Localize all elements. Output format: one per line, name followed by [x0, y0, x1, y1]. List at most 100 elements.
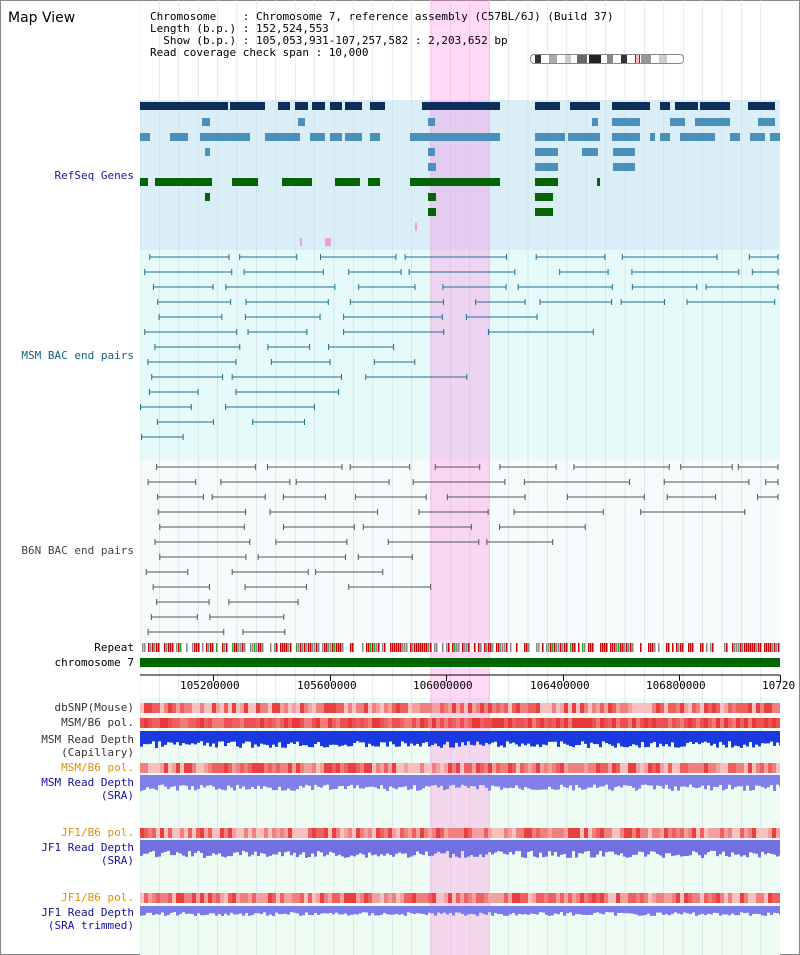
msm-depth-sra-bar	[650, 775, 653, 786]
jf1-depth-trim-bar	[368, 906, 371, 916]
repeat-block	[718, 643, 720, 652]
repeat-block	[202, 643, 204, 652]
dbsnp-cell	[628, 703, 632, 713]
axis-tick-4	[679, 675, 680, 681]
dbsnp-cell	[648, 703, 652, 713]
track-label-b6n-bac[interactable]: B6N BAC end pairs	[21, 544, 134, 557]
track-label-msm-pol-1[interactable]: MSM/B6 pol.	[61, 716, 134, 729]
track-label-repeat[interactable]: Repeat	[94, 641, 134, 654]
msm-depth-sra-bar	[509, 775, 512, 788]
msm-pol2-cell	[756, 763, 760, 773]
repeat-block	[310, 643, 312, 652]
jf1-depth-trim-bar	[755, 906, 758, 914]
msm-depth-cap-bar	[596, 731, 599, 745]
track-label-chromosome[interactable]: chromosome 7	[54, 656, 134, 669]
msm-depth-sra-bar	[773, 775, 776, 791]
jf1-depth-trim-bar	[776, 906, 779, 914]
jf1-depth-bar	[743, 840, 746, 856]
ideogram-position-marker[interactable]	[635, 55, 640, 63]
jf1-pol-cell	[424, 828, 428, 838]
repeat-block	[462, 643, 464, 652]
refseq-gene	[310, 133, 325, 141]
jf1-depth-bar	[518, 840, 521, 852]
track-label-jf1-depth-1[interactable]: JF1 Read Depth	[41, 841, 134, 854]
msm-depth-cap-bar	[281, 731, 284, 748]
jf1-depth-trim-bar	[602, 906, 605, 915]
msm-pol-cell	[764, 718, 768, 728]
msm-depth-cap-bar	[380, 731, 383, 743]
refseq-gene	[370, 102, 385, 110]
refseq-gene	[205, 193, 210, 201]
repeat-block	[622, 643, 624, 652]
track-label-jf1-pol-1[interactable]: JF1/B6 pol.	[61, 826, 134, 839]
jf1-depth-trim-bar	[761, 906, 764, 916]
jf1-depth-bar	[692, 840, 695, 852]
track-label-refseq[interactable]: RefSeq Genes	[54, 169, 134, 182]
repeat-block	[142, 643, 144, 652]
jf1-depth-trim-bar	[242, 906, 245, 916]
track-label-dbsnp[interactable]: dbSNP(Mouse)	[54, 701, 134, 714]
dbsnp-cell	[332, 703, 336, 713]
msm-depth-sra-bar	[569, 775, 572, 786]
repeat-block	[216, 643, 218, 652]
repeat-block	[682, 643, 684, 652]
msm-depth-cap-bar	[500, 731, 503, 746]
msm-depth-cap-bar	[302, 731, 305, 746]
dbsnp-cell	[252, 703, 256, 713]
jf1-depth-bar	[455, 840, 458, 857]
repeat-block	[554, 643, 556, 652]
msm-pol-cell	[612, 718, 616, 728]
msm-depth-sra-bar	[746, 775, 749, 786]
track-label-jf1-pol-2[interactable]: JF1/B6 pol.	[61, 891, 134, 904]
jf1-pol2-cell	[604, 893, 608, 903]
track-label-msm-pol-2[interactable]: MSM/B6 pol.	[61, 761, 134, 774]
jf1-depth-bar	[296, 840, 299, 858]
msm-pol-cell	[328, 718, 332, 728]
refseq-gene	[428, 193, 436, 201]
msm-pol2-cell	[200, 763, 204, 773]
msm-depth-cap-bar	[194, 731, 197, 745]
jf1-pol-cell	[320, 828, 324, 838]
jf1-depth-bar	[410, 840, 413, 857]
msm-depth-sra-bar	[140, 775, 143, 791]
msm-depth-sra-bar	[515, 775, 518, 786]
track-label-jf1-depth-trim-1[interactable]: JF1 Read Depth	[41, 906, 134, 919]
msm-depth-cap-bar	[299, 731, 302, 746]
msm-depth-sra-bar	[644, 775, 647, 785]
jf1-pol2-cell	[736, 893, 740, 903]
track-label-msm-bac[interactable]: MSM BAC end pairs	[21, 349, 134, 362]
jf1-depth-trim-bar	[185, 906, 188, 914]
jf1-pol2-cell	[764, 893, 768, 903]
dbsnp-cell	[612, 703, 616, 713]
track-label-msm-depth-cap-1[interactable]: MSM Read Depth	[41, 733, 134, 746]
jf1-depth-trim-bar	[707, 906, 710, 914]
jf1-pol-cell	[776, 828, 780, 838]
msm-pol2-cell	[236, 763, 240, 773]
msm-depth-cap-bar	[434, 731, 437, 744]
chromosome-ideogram[interactable]	[530, 54, 684, 64]
jf1-pol-cell	[164, 828, 168, 838]
jf1-pol2-cell	[152, 893, 156, 903]
dbsnp-cell	[716, 703, 720, 713]
jf1-pol2-cell	[724, 893, 728, 903]
jf1-pol-cell	[488, 828, 492, 838]
jf1-depth-trim-bar	[320, 906, 323, 914]
jf1-pol2-cell	[404, 893, 408, 903]
jf1-depth-bar	[221, 840, 224, 857]
repeat-block	[460, 643, 462, 652]
dbsnp-cell	[296, 703, 300, 713]
msm-depth-sra-bar	[629, 775, 632, 786]
jf1-pol-cell	[628, 828, 632, 838]
msm-depth-sra-bar	[731, 775, 734, 790]
msm-depth-cap-bar	[233, 731, 236, 742]
msm-depth-cap-bar	[518, 731, 521, 747]
jf1-depth-bar	[560, 840, 563, 855]
track-label-msm-depth-sra-1[interactable]: MSM Read Depth	[41, 776, 134, 789]
genome-features[interactable]	[140, 0, 780, 955]
msm-pol-cell	[640, 718, 644, 728]
jf1-depth-trim-bar	[251, 906, 254, 915]
jf1-depth-trim-bar	[188, 906, 191, 914]
msm-depth-cap-bar	[563, 731, 566, 744]
msm-pol-cell	[528, 718, 532, 728]
repeat-block	[450, 643, 452, 652]
